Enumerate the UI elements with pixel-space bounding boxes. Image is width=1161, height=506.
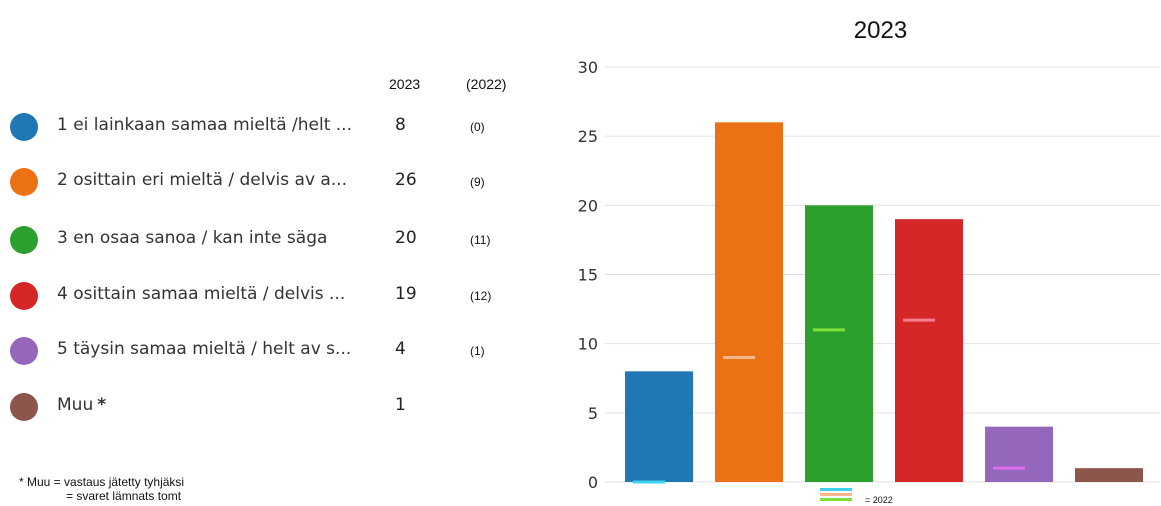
- column-header-2022: (2022): [466, 76, 507, 92]
- y-tick-label: 20: [578, 196, 598, 215]
- legend-value-2023: 1: [395, 395, 406, 415]
- legend-item-3: 3 en osaa sanoa / kan inte säga 20 (11): [10, 224, 550, 254]
- legend-value-2022: (12): [470, 289, 492, 303]
- legend-label: 4 osittain samaa mieltä / delvis ...: [57, 284, 346, 304]
- legend-label: Muu *: [57, 395, 106, 415]
- legend-dot: [10, 337, 38, 365]
- footnote-line-2: = svaret lämnats tomt: [66, 489, 182, 503]
- legend-2022-swatch: [820, 493, 852, 496]
- bar-3: [805, 205, 873, 483]
- footnote-line-1: * Muu = vastaus jätetty tyhjäksi: [19, 475, 185, 489]
- y-tick-label: 10: [578, 335, 598, 354]
- legend-value-2023: 8: [395, 115, 406, 135]
- y-tick-label: 25: [578, 127, 598, 146]
- bar-Muu: [1075, 468, 1143, 482]
- legend-item-4: 4 osittain samaa mieltä / delvis ... 19 …: [10, 280, 550, 310]
- chart-title: 2023: [854, 17, 907, 44]
- legend-value-2022: (0): [470, 120, 485, 134]
- y-tick-label: 0: [588, 473, 598, 492]
- legend-value-2022: (11): [470, 233, 491, 247]
- bar-5: [985, 426, 1053, 482]
- legend-label: 3 en osaa sanoa / kan inte säga: [57, 228, 328, 248]
- legend-label-text: Muu: [57, 395, 94, 415]
- legend-item-muu: Muu * 1: [10, 391, 550, 421]
- legend-value-2022: (9): [470, 175, 485, 189]
- legend-2022-swatch: [820, 488, 852, 491]
- bar-chart: 2023 0 5 10 15 20 25 30 = 2022: [578, 17, 1160, 505]
- legend-2022-label: = 2022: [865, 495, 893, 505]
- legend-item-5: 5 täysin samaa mieltä / helt av s... 4 (…: [10, 335, 550, 365]
- legend-dot: [10, 113, 38, 141]
- legend-dot: [10, 226, 38, 254]
- footnote-star: *: [97, 395, 107, 415]
- y-tick-label: 5: [588, 404, 598, 423]
- column-header-2023: 2023: [389, 76, 421, 92]
- legend-item-1: 1 ei lainkaan samaa mieltä /helt ... 8 (…: [10, 111, 550, 141]
- legend-value-2023: 26: [395, 170, 417, 190]
- legend-2022-swatch: [820, 498, 852, 501]
- legend-value-2023: 20: [395, 228, 417, 248]
- legend-dot: [10, 282, 38, 310]
- bar-4: [895, 219, 963, 482]
- bar-1: [625, 371, 693, 482]
- bar-2: [715, 122, 783, 482]
- legend-dot: [10, 393, 38, 421]
- legend-label: 2 osittain eri mieltä / delvis av a...: [57, 170, 348, 190]
- y-tick-label: 15: [578, 266, 598, 285]
- legend-dot: [10, 168, 38, 196]
- y-tick-label: 30: [578, 58, 598, 77]
- legend-value-2023: 4: [395, 339, 406, 359]
- legend-value-2023: 19: [395, 284, 417, 304]
- legend-value-2022: (1): [470, 344, 485, 358]
- legend-item-2: 2 osittain eri mieltä / delvis av a... 2…: [10, 166, 550, 196]
- legend-label: 5 täysin samaa mieltä / helt av s...: [57, 339, 352, 359]
- legend-label: 1 ei lainkaan samaa mieltä /helt ...: [57, 115, 352, 135]
